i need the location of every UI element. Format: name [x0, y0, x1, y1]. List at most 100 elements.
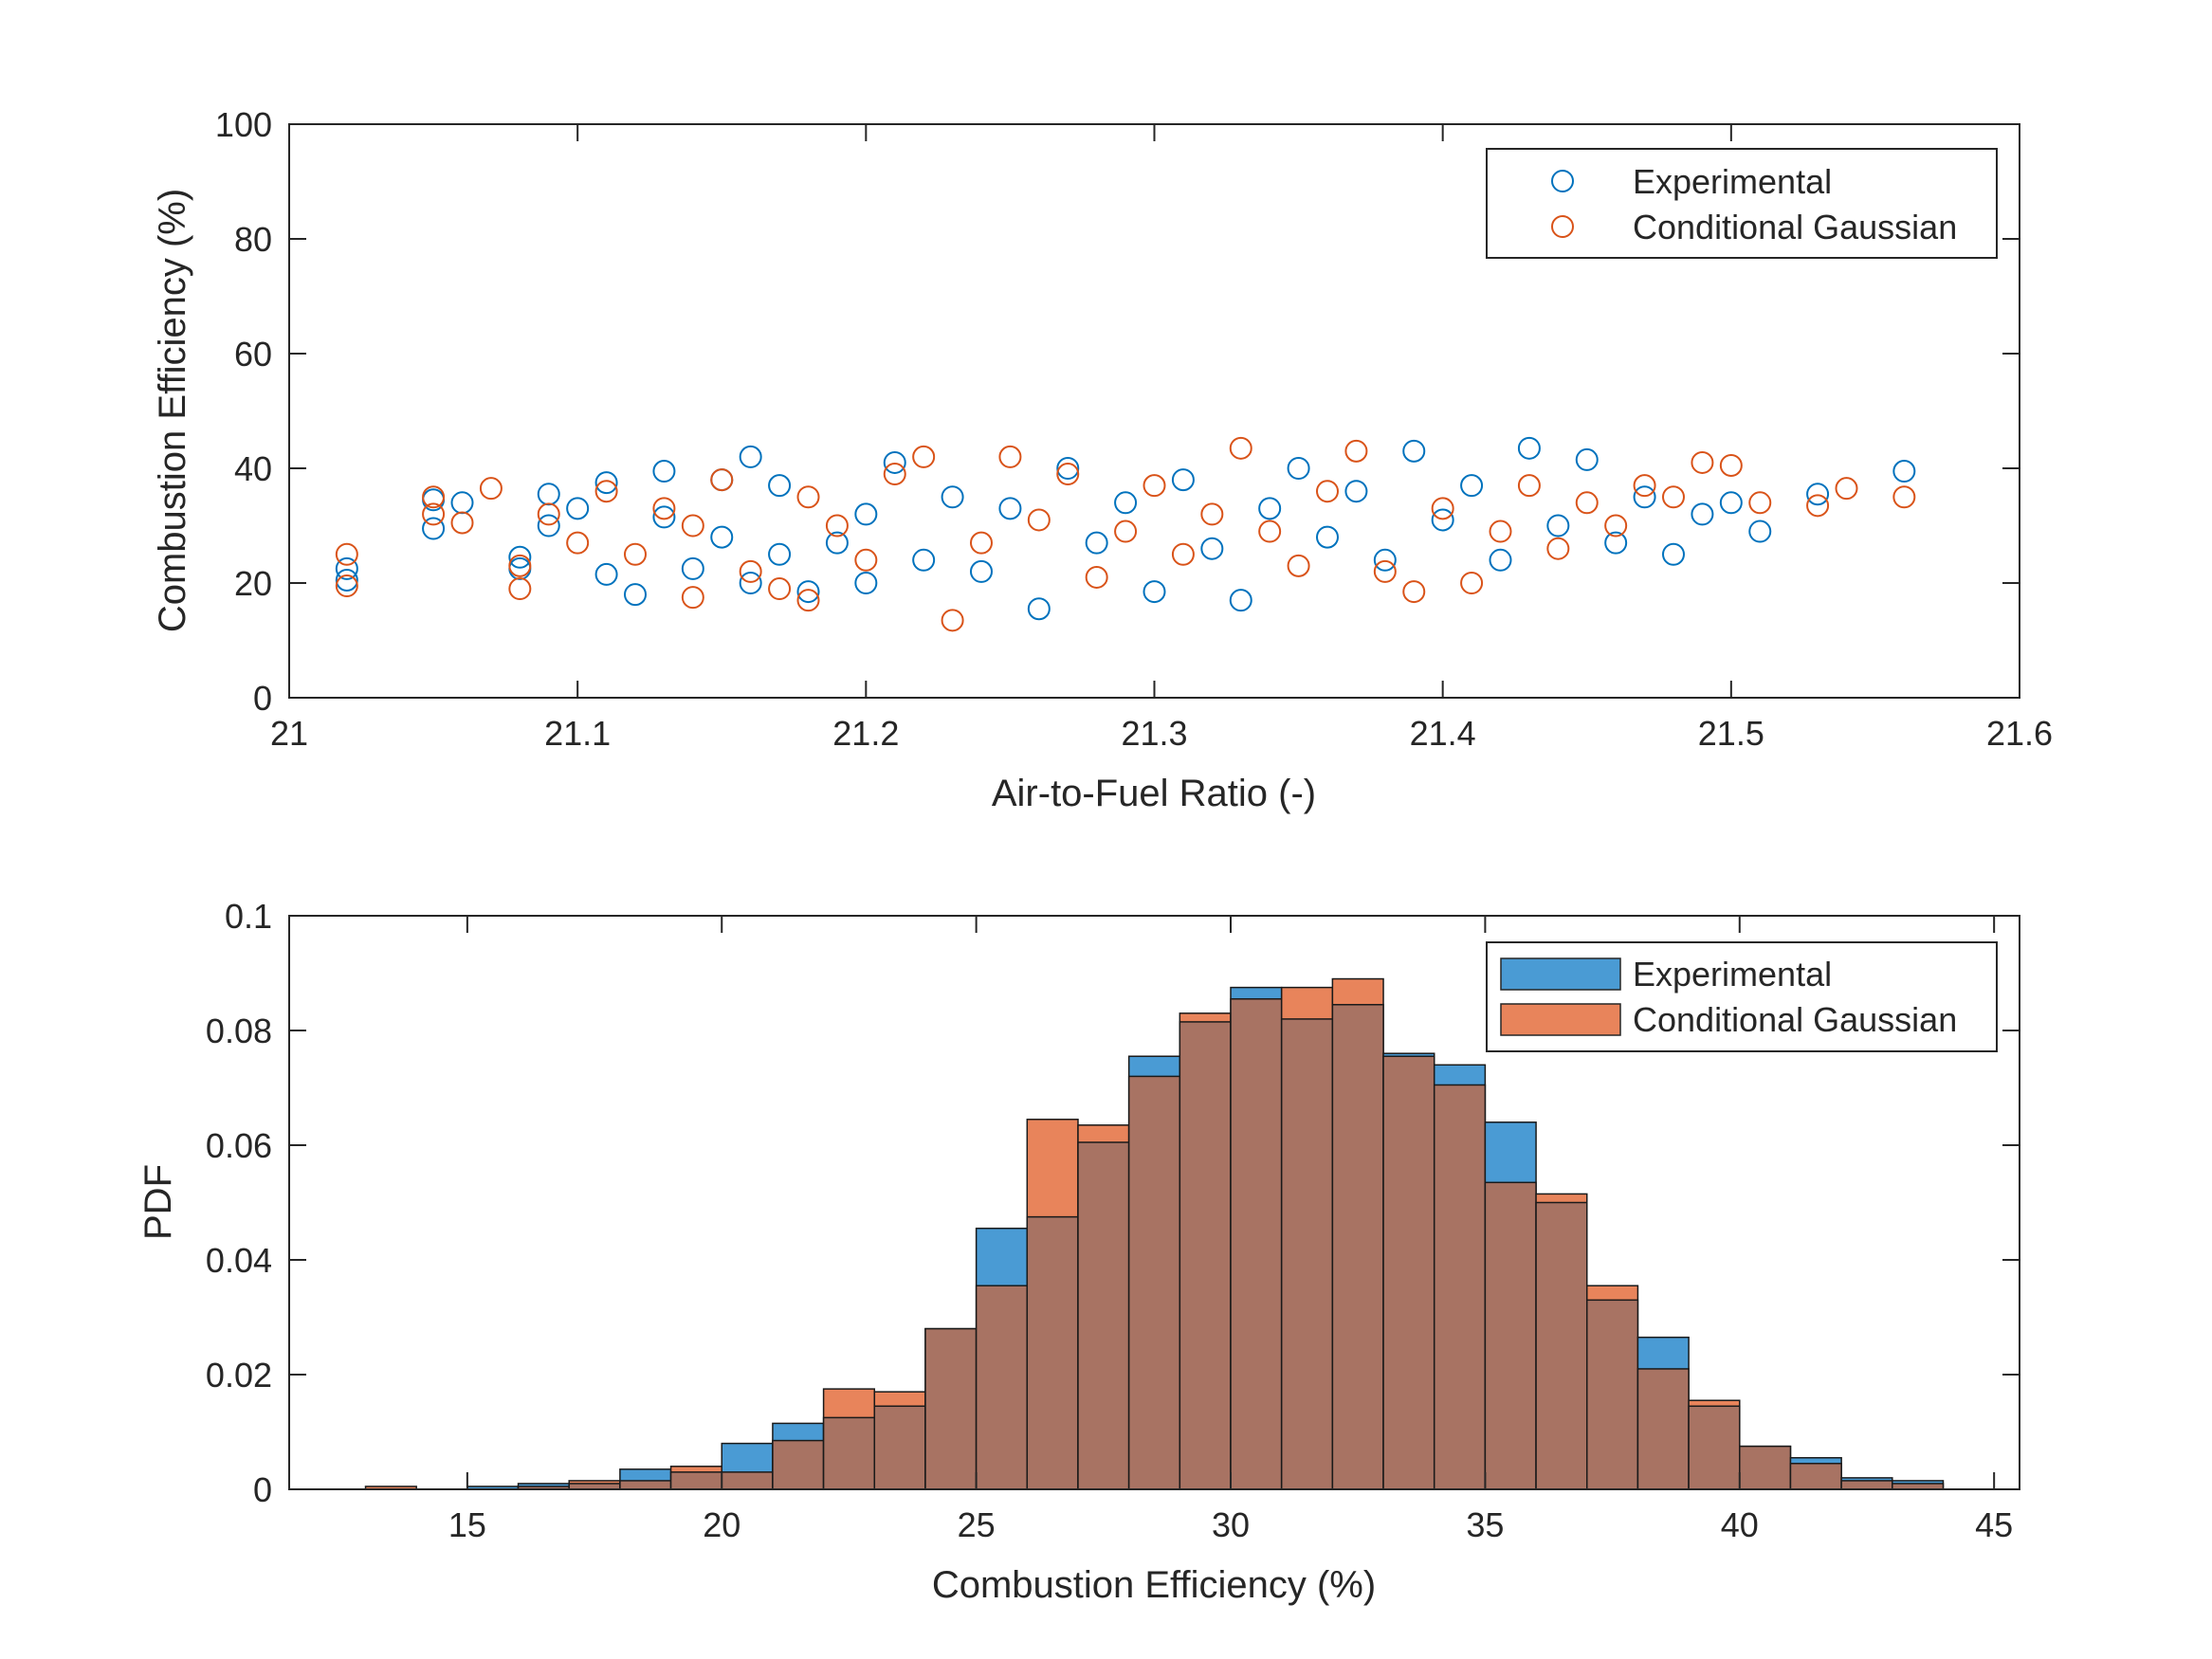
scatter-point-gaussian — [854, 548, 878, 572]
histogram-y-tick-label: 0 — [253, 1470, 272, 1509]
histogram-bar-overlap — [1535, 1201, 1588, 1490]
scatter-point-gaussian — [1806, 494, 1830, 518]
scatter-point-gaussian — [1546, 537, 1570, 560]
scatter-point-gaussian — [537, 502, 560, 526]
scatter-point-gaussian — [1344, 439, 1368, 463]
histogram-x-tick-label: 45 — [1975, 1505, 2013, 1544]
scatter-legend-label-experimental: Experimental — [1633, 162, 1832, 201]
scatter-point-experimental — [1373, 548, 1397, 572]
scatter-x-tick-label: 21.5 — [1698, 714, 1764, 753]
histogram-legend-label-experimental: Experimental — [1633, 955, 1832, 994]
histogram-bar-overlap — [1789, 1463, 1842, 1490]
scatter-point-gaussian — [1056, 463, 1080, 486]
scatter-point-gaussian — [796, 485, 820, 509]
scatter-legend-label-gaussian: Conditional Gaussian — [1633, 208, 1957, 246]
histogram-bar-overlap — [924, 1327, 978, 1490]
scatter-point-experimental — [883, 450, 906, 474]
scatter-point-experimental — [652, 505, 676, 529]
scatter-point-gaussian — [566, 531, 590, 555]
scatter-panel: 21 21.1 21.2 21.3 21.4 21.5 21.6 0 20 40 60 80 100 A… — [152, 105, 2053, 814]
scatter-point-experimental — [854, 502, 878, 526]
scatter-point-experimental — [1460, 474, 1484, 498]
histogram-bar-overlap — [669, 1471, 723, 1490]
histogram-y-axis-label: PDF — [137, 1164, 179, 1240]
scatter-point-experimental — [941, 485, 964, 509]
scatter-x-tick-label: 21.3 — [1121, 714, 1187, 753]
scatter-point-experimental — [998, 497, 1022, 520]
scatter-point-gaussian — [1258, 520, 1282, 543]
histogram-bar-overlap — [1382, 1055, 1435, 1490]
scatter-point-gaussian — [1431, 497, 1454, 520]
scatter-point-experimental — [1114, 491, 1138, 515]
scatter-point-experimental — [335, 568, 358, 592]
scatter-point-experimental — [1604, 531, 1628, 555]
scatter-point-gaussian — [1287, 554, 1310, 577]
scatter-point-experimental — [335, 556, 358, 580]
scatter-point-gaussian — [1604, 514, 1628, 538]
scatter-x-tick-label: 21.4 — [1410, 714, 1476, 753]
scatter-point-gaussian — [1373, 559, 1397, 583]
scatter-point-gaussian — [998, 445, 1022, 468]
scatter-point-gaussian — [1114, 520, 1138, 543]
scatter-point-gaussian — [450, 511, 474, 535]
scatter-x-tick-label: 21.6 — [1986, 714, 2053, 753]
scatter-point-experimental — [624, 583, 647, 607]
histogram-y-tick-label: 0.04 — [206, 1241, 272, 1280]
scatter-point-experimental — [1085, 531, 1108, 555]
histogram-bar-overlap — [1280, 1018, 1334, 1490]
scatter-point-gaussian — [1460, 572, 1484, 594]
scatter-point-experimental — [1575, 447, 1599, 471]
scatter-point-experimental — [1691, 502, 1714, 526]
scatter-point-experimental — [1806, 483, 1830, 506]
scatter-point-gaussian — [422, 502, 446, 526]
scatter-point-gaussian — [1489, 520, 1512, 543]
histogram-bar-overlap — [1433, 1084, 1487, 1490]
histogram-x-tick-label: 30 — [1212, 1505, 1250, 1544]
scatter-legend-box — [1486, 148, 1998, 259]
histogram-bar-overlap — [1586, 1299, 1639, 1490]
scatter-y-axis-label: Combustion Efficiency (%) — [152, 189, 193, 632]
scatter-y-tick-label: 40 — [234, 449, 272, 488]
histogram-legend: Experimental Conditional Gaussian — [1486, 941, 1998, 1052]
histogram-y-tick-label: 0.1 — [225, 897, 272, 936]
scatter-point-experimental — [537, 514, 560, 538]
scatter-x-tick-label: 21.2 — [832, 714, 899, 753]
scatter-point-gaussian — [624, 542, 647, 566]
histogram-legend-swatch-experimental — [1500, 957, 1621, 991]
scatter-point-experimental — [768, 542, 792, 566]
scatter-point-experimental — [1662, 542, 1685, 566]
scatter-point-gaussian — [1200, 502, 1224, 526]
histogram-x-tick-label: 20 — [703, 1505, 740, 1544]
scatter-point-experimental — [1027, 597, 1051, 621]
scatter-point-gaussian — [594, 480, 618, 503]
scatter-point-gaussian — [1229, 436, 1252, 460]
scatter-point-experimental — [1258, 497, 1282, 520]
scatter-point-gaussian — [970, 531, 993, 555]
scatter-point-gaussian — [652, 497, 676, 520]
scatter-point-gaussian — [883, 463, 906, 486]
scatter-point-gaussian — [1662, 485, 1685, 509]
scatter-point-gaussian — [739, 559, 762, 583]
scatter-legend-marker-experimental — [1551, 170, 1574, 192]
scatter-point-experimental — [1287, 457, 1310, 480]
scatter-point-gaussian — [1748, 491, 1772, 515]
scatter-point-gaussian — [912, 445, 936, 468]
scatter-point-gaussian — [1892, 485, 1916, 509]
scatter-point-experimental — [970, 559, 993, 583]
histogram-bar-overlap — [975, 1285, 1029, 1490]
scatter-point-gaussian — [710, 468, 734, 492]
histogram-ticks: 15 20 25 30 35 40 45 0 0.02 0.04 0.06 0.08 0.1 — [206, 897, 2020, 1544]
scatter-y-tick-label: 80 — [234, 220, 272, 259]
scatter-point-experimental — [652, 460, 676, 483]
scatter-ticks: 21 21.1 21.2 21.3 21.4 21.5 21.6 0 20 40 60 80 100 — [215, 105, 2053, 753]
histogram-axes-box — [288, 915, 2020, 1490]
scatter-point-experimental — [508, 545, 532, 569]
scatter-point-gaussian — [768, 577, 792, 601]
scatter-point-gaussian — [1402, 580, 1426, 604]
histogram-bar-overlap — [1840, 1480, 1893, 1490]
scatter-point-experimental — [1719, 491, 1743, 515]
histogram-bar-overlap — [822, 1416, 876, 1490]
scatter-point-experimental — [739, 445, 762, 468]
scatter-point-experimental — [566, 497, 590, 520]
scatter-point-experimental — [1229, 589, 1252, 612]
